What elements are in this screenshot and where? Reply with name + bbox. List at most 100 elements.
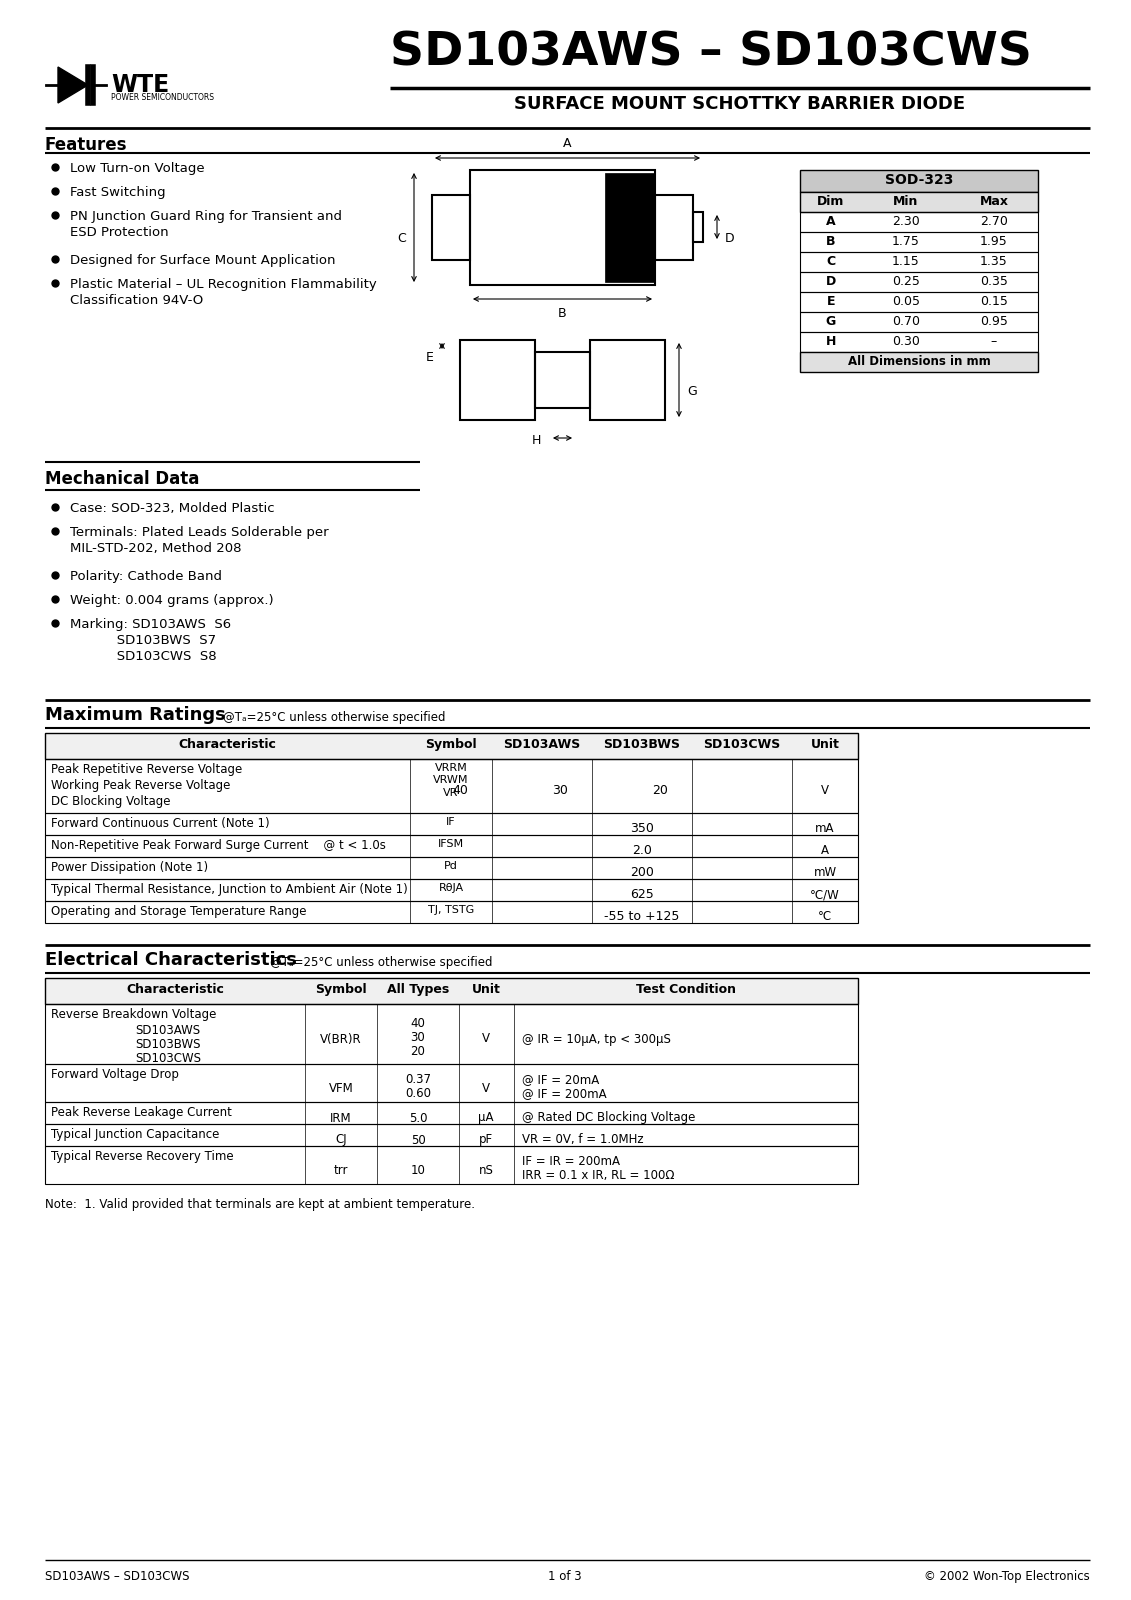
Text: mW: mW [813,867,837,880]
Text: A: A [563,138,572,150]
Text: V: V [821,784,829,797]
Text: Maximum Ratings: Maximum Ratings [45,706,226,723]
Text: D: D [826,275,836,288]
Text: SURFACE MOUNT SCHOTTKY BARRIER DIODE: SURFACE MOUNT SCHOTTKY BARRIER DIODE [515,94,966,114]
Text: Note:  1. Valid provided that terminals are kept at ambient temperature.: Note: 1. Valid provided that terminals a… [45,1198,475,1211]
Text: Fast Switching: Fast Switching [70,186,165,198]
Text: Mechanical Data: Mechanical Data [45,470,199,488]
Bar [460,341,535,419]
Text: 50: 50 [411,1133,425,1147]
Bar [45,1123,858,1146]
Bar [535,352,590,408]
Bar [800,211,1038,232]
Text: 20: 20 [411,1045,425,1058]
Text: IF = IR = 200mA: IF = IR = 200mA [523,1155,620,1168]
Bar [800,192,1038,211]
Bar [800,251,1038,272]
Text: @ IR = 10μA, tp < 300μS: @ IR = 10μA, tp < 300μS [523,1032,671,1045]
Bar [800,232,1038,251]
Text: Dim: Dim [818,195,845,208]
Bar [800,170,1038,192]
Text: Typical Junction Capacitance: Typical Junction Capacitance [51,1128,219,1141]
Text: SD103AWS – SD103CWS: SD103AWS – SD103CWS [390,30,1031,75]
Text: 0.60: 0.60 [405,1086,431,1101]
Text: 200: 200 [630,867,654,880]
Text: SD103AWS – SD103CWS: SD103AWS – SD103CWS [45,1570,190,1582]
Text: Reverse Breakdown Voltage: Reverse Breakdown Voltage [51,1008,216,1021]
Text: IF: IF [447,818,456,827]
Text: VRRM
VRWM
VR: VRRM VRWM VR [433,763,468,798]
Text: Characteristic: Characteristic [178,738,276,750]
Text: H: H [826,334,836,349]
Text: Forward Voltage Drop: Forward Voltage Drop [51,1069,179,1082]
Text: Typical Reverse Recovery Time: Typical Reverse Recovery Time [51,1150,234,1163]
Text: 5.0: 5.0 [408,1112,428,1125]
Text: B: B [559,307,567,320]
Text: TJ, TSTG: TJ, TSTG [428,906,474,915]
Text: Non-Repetitive Peak Forward Surge Current    @ t < 1.0s: Non-Repetitive Peak Forward Surge Curren… [51,838,386,851]
Text: WTE: WTE [111,74,170,98]
Text: A: A [826,214,836,227]
Text: SD103AWS: SD103AWS [503,738,580,750]
Text: All Types: All Types [387,982,449,995]
Text: nS: nS [478,1163,493,1176]
Text: SD103CWS: SD103CWS [135,1053,201,1066]
Text: 30: 30 [411,1030,425,1043]
Text: POWER SEMICONDUCTORS: POWER SEMICONDUCTORS [111,93,214,102]
Text: 20: 20 [653,784,668,797]
Bar [45,901,858,923]
Text: Marking: SD103AWS  S6
           SD103BWS  S7
           SD103CWS  S8: Marking: SD103AWS S6 SD103BWS S7 SD103CW… [70,618,231,662]
Bar [45,878,858,901]
Bar [693,211,703,242]
Text: Operating and Storage Temperature Range: Operating and Storage Temperature Range [51,906,307,918]
Text: 0.95: 0.95 [981,315,1008,328]
Text: RθJA: RθJA [439,883,464,893]
Text: Symbol: Symbol [425,738,477,750]
Text: IRR = 0.1 x IR, RL = 100Ω: IRR = 0.1 x IR, RL = 100Ω [523,1170,674,1182]
Text: °C/W: °C/W [810,888,840,901]
Bar [590,341,665,419]
Bar [800,312,1038,333]
Text: μA: μA [478,1112,494,1125]
Text: G: G [826,315,836,328]
Text: E: E [827,294,836,307]
Text: H: H [532,434,542,446]
Text: 30: 30 [552,784,568,797]
Text: Symbol: Symbol [316,982,366,995]
Text: Features: Features [45,136,128,154]
Bar [45,1005,858,1064]
Bar [45,858,858,878]
Text: Peak Reverse Leakage Current: Peak Reverse Leakage Current [51,1106,232,1118]
Bar [45,978,858,1005]
Text: 1.35: 1.35 [981,254,1008,267]
Text: Low Turn-on Voltage: Low Turn-on Voltage [70,162,205,174]
Text: Polarity: Cathode Band: Polarity: Cathode Band [70,570,222,582]
Text: C: C [397,232,406,245]
Text: IRM: IRM [330,1112,352,1125]
Text: Terminals: Plated Leads Solderable per
MIL-STD-202, Method 208: Terminals: Plated Leads Solderable per M… [70,526,329,555]
Bar [45,733,858,758]
Text: 0.25: 0.25 [892,275,920,288]
Text: trr: trr [334,1163,348,1176]
Text: Electrical Characteristics: Electrical Characteristics [45,950,296,970]
Bar [470,170,655,285]
Text: @ IF = 200mA: @ IF = 200mA [523,1086,606,1101]
Text: 0.37: 0.37 [405,1074,431,1086]
Bar [432,195,470,259]
Text: 40: 40 [452,784,468,797]
Text: Forward Continuous Current (Note 1): Forward Continuous Current (Note 1) [51,818,269,830]
Text: CJ: CJ [335,1133,347,1147]
Text: pF: pF [478,1133,493,1147]
Text: VR = 0V, f = 1.0MHz: VR = 0V, f = 1.0MHz [523,1133,644,1147]
Text: Unit: Unit [472,982,500,995]
Text: –: – [991,334,998,349]
Text: mA: mA [815,822,835,835]
Text: Peak Repetitive Reverse Voltage
Working Peak Reverse Voltage
DC Blocking Voltage: Peak Repetitive Reverse Voltage Working … [51,763,242,808]
Text: 625: 625 [630,888,654,901]
Bar [45,758,858,813]
Text: Max: Max [979,195,1009,208]
Text: © 2002 Won-Top Electronics: © 2002 Won-Top Electronics [924,1570,1090,1582]
Bar [45,1146,858,1184]
Text: SD103CWS: SD103CWS [703,738,780,750]
Polygon shape [58,67,88,102]
